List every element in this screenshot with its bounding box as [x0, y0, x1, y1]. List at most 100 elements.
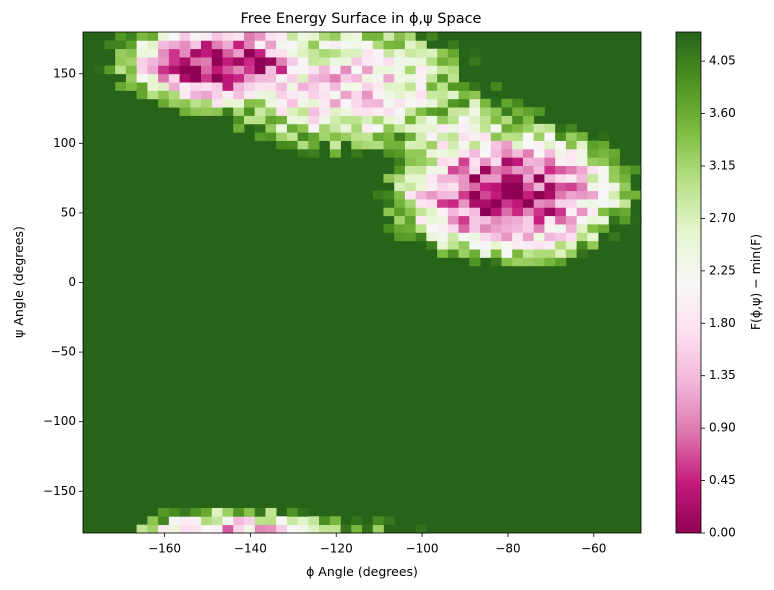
colorbar — [675, 31, 702, 534]
heatmap-cell — [437, 123, 449, 133]
heatmap-cell — [404, 48, 417, 58]
heatmap-cell — [533, 165, 545, 175]
heatmap-cell — [576, 157, 588, 166]
heatmap-cell — [168, 516, 180, 526]
heatmap-cell — [233, 65, 245, 75]
heatmap-cell — [501, 232, 513, 242]
heatmap-cell — [522, 115, 535, 125]
x-tick-label: −80 — [495, 542, 520, 556]
heatmap-cell — [233, 115, 245, 125]
heatmap-cell — [619, 215, 631, 225]
heatmap-cell — [351, 98, 363, 108]
heatmap-cell — [308, 516, 320, 526]
heatmap-cell — [576, 215, 588, 225]
heatmap-cell — [619, 199, 631, 208]
heatmap-cell — [265, 32, 277, 41]
x-tick-label: −140 — [234, 542, 267, 556]
heatmap-cell — [458, 249, 470, 258]
heatmap-cell — [308, 132, 320, 141]
heatmap-cell — [555, 207, 567, 217]
heatmap-cell — [190, 516, 202, 526]
heatmap-cell — [598, 132, 610, 141]
heatmap-cell — [587, 173, 599, 183]
heatmap-cell — [404, 182, 417, 192]
heatmap-cell — [426, 107, 438, 116]
heatmap-cell — [329, 524, 341, 534]
heatmap-cell — [201, 107, 213, 116]
heatmap-cell — [243, 115, 256, 125]
heatmap-cell — [469, 157, 481, 166]
heatmap-cell — [501, 132, 513, 141]
heatmap-cell — [426, 123, 438, 133]
heatmap-cell — [190, 90, 202, 100]
heatmap-cell — [458, 123, 470, 133]
heatmap-cell — [630, 165, 642, 175]
heatmap-cell — [490, 132, 502, 141]
heatmap-cell — [490, 173, 502, 183]
heatmap-cell — [415, 107, 427, 116]
heatmap-cell — [576, 132, 588, 141]
y-axis-ticks: −150 −100 −50 0 50 100 150 — [43, 66, 83, 498]
heatmap-cell — [576, 240, 588, 250]
heatmap-cell — [619, 182, 631, 192]
heatmap-cell — [158, 48, 170, 58]
heatmap-cell — [533, 224, 545, 233]
heatmap-cell — [404, 148, 417, 158]
heatmap-cell — [426, 32, 438, 41]
x-tick-label: −100 — [406, 542, 439, 556]
heatmap-cell — [179, 48, 191, 58]
heatmap-cell — [501, 173, 513, 183]
heatmap-cell — [533, 157, 545, 166]
heatmap-cell — [265, 516, 277, 526]
heatmap-cell — [265, 107, 277, 116]
heatmap-cell — [394, 140, 406, 150]
heatmap-cell — [447, 173, 459, 183]
heatmap-cell — [286, 115, 299, 125]
heatmap-cell — [115, 48, 127, 58]
heatmap-cell — [415, 165, 427, 175]
heatmap-cell — [490, 240, 502, 250]
heatmap-cell — [179, 32, 191, 41]
heatmap-cell — [598, 182, 610, 192]
heatmap-cell — [587, 199, 599, 208]
heatmap-cell — [447, 98, 459, 108]
heatmap-cell — [522, 165, 535, 175]
heatmap-cell — [340, 73, 352, 83]
heatmap-cell — [458, 107, 470, 116]
heatmap-cell — [265, 115, 277, 125]
heatmap-cell — [555, 165, 567, 175]
heatmap-cell — [276, 40, 288, 50]
heatmap-cell — [501, 107, 513, 116]
heatmap-cell — [362, 107, 374, 116]
heatmap-cell — [512, 257, 524, 267]
heatmap-cell — [372, 32, 384, 41]
heatmap-cell — [243, 98, 256, 108]
heatmap-cell — [286, 90, 299, 100]
heatmap-cell — [447, 107, 459, 116]
heatmap-cell — [190, 98, 202, 108]
heatmap-cell — [415, 173, 427, 183]
heatmap-cell — [447, 115, 459, 125]
heatmap-cell — [437, 182, 449, 192]
heatmap-cell — [286, 123, 299, 133]
heatmap-cell — [168, 65, 180, 75]
heatmap-cell — [426, 132, 438, 141]
heatmap-cell — [533, 240, 545, 250]
heatmap-cell — [104, 65, 116, 75]
heatmap-cell — [458, 240, 470, 250]
heatmap-cell — [394, 82, 406, 91]
heatmap-cell — [286, 48, 299, 58]
heatmap-cell — [233, 57, 245, 66]
heatmap-cell — [394, 107, 406, 116]
heatmap-cell — [372, 516, 384, 526]
heatmap-cell — [158, 524, 170, 534]
heatmap-cell — [437, 98, 449, 108]
heatmap-cell — [469, 148, 481, 158]
heatmap-cell — [544, 240, 556, 250]
heatmap-cell — [480, 157, 492, 166]
colorbar-tick-label: 0.90 — [709, 421, 736, 435]
heatmap-cell — [383, 40, 395, 50]
heatmap-cell — [394, 232, 406, 242]
x-axis-label: ϕ Angle (degrees) — [306, 564, 418, 579]
heatmap-cell — [415, 65, 427, 75]
